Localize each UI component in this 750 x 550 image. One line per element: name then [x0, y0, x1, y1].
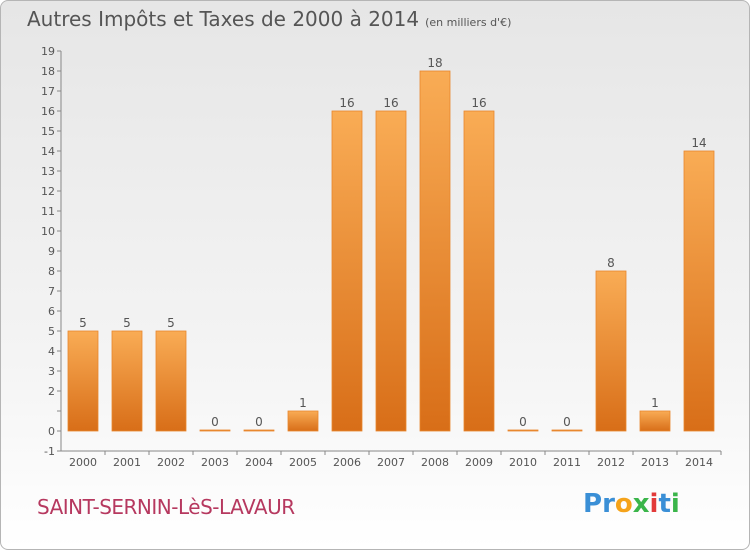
bar-2006 [331, 110, 363, 432]
data-label-2007: 16 [383, 96, 398, 110]
x-tick-label: 2004 [245, 456, 273, 469]
bar-2005 [287, 410, 319, 432]
y-tick-label: 5 [48, 325, 55, 338]
data-label-2010: 0 [519, 415, 527, 429]
logo-letter: i [670, 489, 680, 519]
y-tick-label: 19 [41, 45, 55, 58]
y-tick-label: 8 [48, 265, 55, 278]
x-tick-label: 2001 [113, 456, 141, 469]
x-tick-label: 2010 [509, 456, 537, 469]
logo-letter: o [614, 489, 633, 519]
y-tick-label: 3 [48, 365, 55, 378]
y-tick-label: 7 [48, 285, 55, 298]
y-tick-label: 14 [41, 145, 55, 158]
bar-2000 [67, 330, 99, 432]
data-label-2001: 5 [123, 316, 131, 330]
logo-letter: t [658, 489, 671, 519]
chart-title: Autres Impôts et Taxes de 2000 à 2014 (en… [27, 7, 512, 31]
y-tick-label: 16 [41, 105, 55, 118]
x-tick-label: 2014 [685, 456, 713, 469]
data-label-2000: 5 [79, 316, 87, 330]
bar-2001 [111, 330, 143, 432]
y-tick-label: 2 [48, 385, 55, 398]
x-tick-label: 2003 [201, 456, 229, 469]
commune-name: SAINT-SERNIN-LèS-LAVAUR [37, 495, 295, 519]
data-label-2011: 0 [563, 415, 571, 429]
bar-2002 [155, 330, 187, 432]
y-tick-label: 15 [41, 125, 55, 138]
y-tick-label: 6 [48, 305, 55, 318]
y-tick-label: 0 [48, 425, 55, 438]
bar-2013 [639, 410, 671, 432]
logo-letter: i [649, 489, 659, 519]
bar-2004 [243, 429, 275, 432]
bar-2011 [551, 429, 583, 432]
bar-2003 [199, 429, 231, 432]
proxiti-logo: Proxiti [583, 489, 680, 519]
data-label-2005: 1 [299, 396, 307, 410]
x-tick-label: 2005 [289, 456, 317, 469]
data-label-2004: 0 [255, 415, 263, 429]
x-tick-label: 2000 [69, 456, 97, 469]
x-tick-label: 2006 [333, 456, 361, 469]
y-tick-label: 18 [41, 65, 55, 78]
data-label-2003: 0 [211, 415, 219, 429]
x-tick-label: 2007 [377, 456, 405, 469]
y-tick-label: 11 [41, 205, 55, 218]
bar-2008 [419, 70, 451, 432]
x-tick-label: 2002 [157, 456, 185, 469]
y-tick-label: 9 [48, 245, 55, 258]
bar-2010 [507, 429, 539, 432]
unit-note: (en milliers d'€) [425, 16, 512, 29]
data-label-2012: 8 [607, 256, 615, 270]
x-tick-label: 2013 [641, 456, 669, 469]
x-tick-label: 2011 [553, 456, 581, 469]
y-tick-label: 12 [41, 185, 55, 198]
bar-2014 [683, 150, 715, 432]
x-tick-label: 2009 [465, 456, 493, 469]
logo-letter: r [602, 489, 615, 519]
data-label-2006: 16 [339, 96, 354, 110]
data-label-2002: 5 [167, 316, 175, 330]
y-tick-label: 17 [41, 85, 55, 98]
bar-2012 [595, 270, 627, 432]
bar-2007 [375, 110, 407, 432]
data-label-2013: 1 [651, 396, 659, 410]
logo-letter: x [632, 489, 650, 519]
data-label-2009: 16 [471, 96, 486, 110]
y-tick-label: 4 [48, 345, 55, 358]
logo-letter: P [583, 489, 603, 519]
bar-2009 [463, 110, 495, 432]
data-label-2008: 18 [427, 56, 442, 70]
y-tick-label: -1 [44, 445, 55, 458]
x-tick-label: 2012 [597, 456, 625, 469]
x-tick-label: 2008 [421, 456, 449, 469]
y-tick-label: 10 [41, 225, 55, 238]
y-tick-label: 13 [41, 165, 55, 178]
data-label-2014: 14 [691, 136, 706, 150]
